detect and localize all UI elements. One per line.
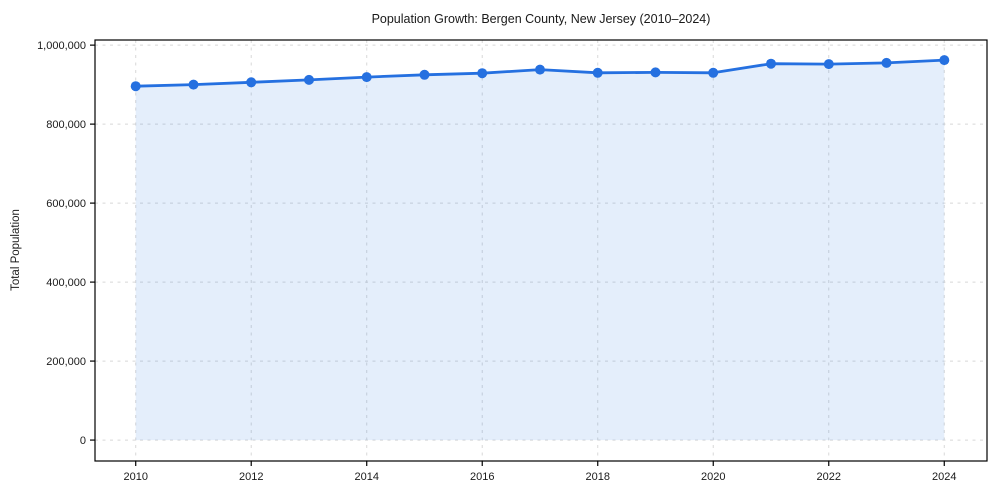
x-tick-label: 2018 — [586, 471, 610, 483]
x-tick-label: 2024 — [932, 471, 956, 483]
data-point-2019 — [650, 67, 661, 78]
plot-border — [94, 39, 988, 462]
x-tick-label: 2016 — [470, 471, 494, 483]
tick-layer: 0 200,000 400,000 600,000 800,000 1,000,000 20… — [37, 40, 956, 483]
grid-layer — [95, 40, 987, 461]
y-tick-label: 600,000 — [46, 198, 86, 210]
y-axis-label: Total Population — [10, 209, 22, 291]
data-point-2015 — [419, 69, 430, 80]
y-tick-label: 1,000,000 — [37, 40, 86, 52]
series-layer — [130, 55, 950, 441]
data-point-2012 — [246, 77, 257, 88]
y-tick-label: 400,000 — [46, 277, 86, 289]
data-point-2023 — [881, 57, 892, 68]
x-tick-label: 2022 — [817, 471, 841, 483]
y-tick-label: 800,000 — [46, 119, 86, 131]
x-tick-label: 2020 — [701, 471, 725, 483]
data-point-2010 — [130, 81, 141, 92]
data-point-2022 — [823, 59, 834, 70]
data-point-2024 — [939, 55, 950, 66]
data-point-2017 — [535, 64, 545, 75]
frame-layer — [94, 39, 988, 462]
data-point-2016 — [477, 68, 488, 79]
y-tick-label: 0 — [80, 435, 86, 447]
data-point-2021 — [766, 58, 776, 69]
area-fill — [135, 60, 945, 441]
data-point-2020 — [708, 67, 719, 78]
x-tick-label: 2012 — [239, 471, 263, 483]
data-point-2013 — [304, 74, 314, 85]
x-tick-label: 2014 — [354, 471, 378, 483]
data-point-2014 — [361, 72, 372, 83]
data-point-2011 — [188, 79, 199, 90]
x-tick-label: 2010 — [123, 471, 147, 483]
y-tick-label: 200,000 — [46, 356, 86, 368]
data-point-2018 — [592, 67, 603, 78]
chart-title: Population Growth: Bergen County, New Je… — [372, 12, 711, 26]
